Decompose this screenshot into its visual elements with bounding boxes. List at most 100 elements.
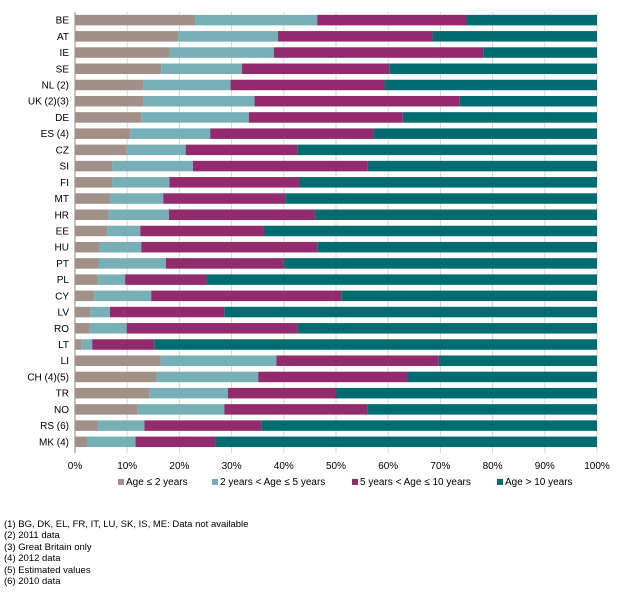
bar-segment bbox=[165, 258, 284, 269]
bar-segment bbox=[273, 47, 484, 58]
bar-segment bbox=[227, 387, 336, 399]
bar-segment bbox=[75, 79, 144, 91]
bar-segment bbox=[75, 144, 127, 156]
category-label: RO bbox=[54, 324, 69, 335]
bar-segment bbox=[258, 371, 408, 383]
bar-segment bbox=[87, 436, 136, 448]
bar-segment bbox=[224, 404, 368, 415]
bar-segment bbox=[75, 128, 131, 139]
bar-segment bbox=[75, 404, 138, 415]
footnotes: (1) BG, DK, EL, FR, IT, LU, SK, IS, ME: … bbox=[4, 519, 248, 587]
bar-segment bbox=[94, 290, 152, 302]
bar-segment bbox=[75, 339, 82, 350]
category-label: SI bbox=[60, 162, 69, 173]
stacked-bar-chart: BE AT IE SE NL (2) UK (2)(3) DE ES (4) CZ SI FI MT H… bbox=[27, 12, 610, 488]
x-tick-label: 100% bbox=[584, 461, 610, 472]
bar-segment bbox=[75, 31, 179, 42]
bars bbox=[75, 14, 598, 448]
bar-segment bbox=[141, 112, 249, 123]
bar-segment bbox=[143, 95, 255, 107]
category-label: CY bbox=[55, 291, 69, 302]
bar-segment bbox=[195, 14, 318, 26]
category-label: PL bbox=[57, 275, 70, 286]
footnote: (3) Great Britain only bbox=[4, 541, 92, 553]
bar-segment bbox=[215, 436, 597, 448]
bar-segment bbox=[299, 177, 597, 188]
bar-segment bbox=[92, 339, 155, 350]
category-label: HU bbox=[55, 243, 69, 254]
bar-segment bbox=[161, 63, 243, 75]
legend-label: 2 years < Age ≤ 5 years bbox=[220, 477, 325, 488]
bar-segment bbox=[135, 436, 216, 448]
bar-segment bbox=[432, 31, 597, 42]
category-label: SE bbox=[56, 64, 70, 75]
bar-segment bbox=[75, 160, 113, 172]
category-label: BE bbox=[56, 16, 70, 27]
bar-segment bbox=[75, 63, 162, 75]
bar-segment bbox=[75, 306, 91, 318]
legend-swatch bbox=[212, 478, 218, 485]
category-labels: BE AT IE SE NL (2) UK (2)(3) DE ES (4) CZ SI FI MT H… bbox=[27, 16, 69, 449]
bar-segment bbox=[75, 258, 99, 269]
bar-segment bbox=[75, 323, 90, 334]
bar-segment bbox=[125, 274, 207, 285]
bar-segment bbox=[206, 274, 597, 285]
footnote: (1) BG, DK, EL, FR, IT, LU, SK, IS, ME: … bbox=[4, 519, 249, 530]
bar-segment bbox=[75, 177, 113, 188]
footnote: (2) 2011 data bbox=[4, 530, 60, 542]
category-label: NL (2) bbox=[42, 80, 69, 91]
category-label: MK (4) bbox=[39, 437, 69, 448]
bar-segment bbox=[112, 177, 170, 188]
bar-segment bbox=[297, 323, 597, 334]
bar-segment bbox=[373, 128, 597, 139]
bar-segment bbox=[141, 241, 318, 253]
category-label: IE bbox=[60, 48, 70, 59]
category-label: TR bbox=[56, 389, 69, 400]
bar-segment bbox=[466, 14, 597, 26]
bar-segment bbox=[276, 355, 439, 366]
category-label: NO bbox=[54, 405, 69, 416]
bar-segment bbox=[149, 387, 228, 399]
bar-segment bbox=[384, 79, 597, 91]
bar-segment bbox=[254, 95, 460, 107]
bar-segment bbox=[169, 47, 274, 58]
bar-segment bbox=[112, 160, 193, 172]
bar-segment bbox=[230, 79, 385, 91]
bar-segment bbox=[75, 112, 142, 123]
bar-segment bbox=[75, 371, 157, 383]
legend-swatch bbox=[352, 478, 358, 485]
category-label: EE bbox=[56, 226, 70, 237]
legend-label: Age ≤ 2 years bbox=[126, 477, 188, 488]
category-label: AT bbox=[57, 32, 69, 43]
bar-segment bbox=[407, 371, 597, 383]
bar-segment bbox=[297, 144, 597, 156]
bar-segment bbox=[278, 31, 433, 42]
footnote: (5) Estimated values bbox=[4, 564, 91, 576]
bar-segment bbox=[97, 274, 126, 285]
category-label: LI bbox=[61, 356, 69, 367]
bar-segment bbox=[75, 290, 95, 302]
bar-segment bbox=[75, 355, 161, 366]
legend-swatch bbox=[497, 478, 503, 485]
x-tick-labels: 0% 10% 20% 30% 40% 50% 60% 70% 80% 90% 100% bbox=[68, 461, 610, 472]
bar-segment bbox=[156, 371, 259, 383]
bar-segment bbox=[140, 225, 264, 237]
bar-segment bbox=[108, 209, 169, 220]
bar-segment bbox=[109, 193, 164, 204]
category-label: DE bbox=[55, 113, 69, 124]
bar-segment bbox=[75, 241, 100, 253]
bar-segment bbox=[98, 258, 166, 269]
x-tick-label: 80% bbox=[483, 461, 503, 472]
category-label: CZ bbox=[56, 145, 69, 156]
bar-segment bbox=[367, 404, 597, 415]
bar-segment bbox=[137, 404, 225, 415]
bar-segment bbox=[126, 144, 186, 156]
bar-segment bbox=[283, 258, 597, 269]
bar-segment bbox=[75, 193, 110, 204]
bar-segment bbox=[317, 241, 597, 253]
bar-segment bbox=[75, 274, 98, 285]
legend-swatch bbox=[118, 478, 124, 485]
legend-label: Age > 10 years bbox=[505, 477, 573, 488]
bar-segment bbox=[75, 95, 144, 107]
bar-segment bbox=[144, 420, 262, 431]
